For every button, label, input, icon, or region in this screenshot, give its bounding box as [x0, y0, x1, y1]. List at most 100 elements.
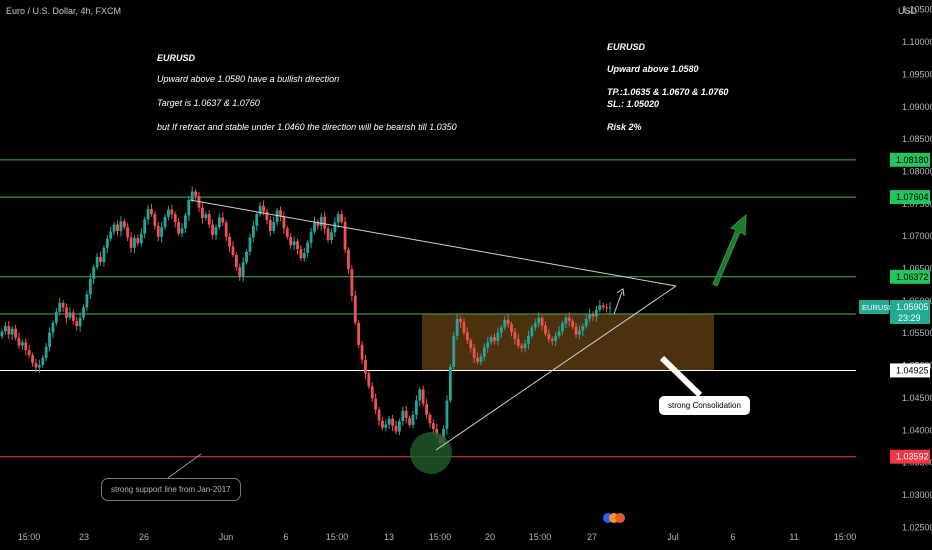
candle-body: [170, 209, 174, 215]
candle-body: [0, 331, 4, 337]
candle-body: [601, 305, 605, 308]
consolidation-callout[interactable]: strong Consolidation: [659, 396, 750, 415]
candle: [146, 205, 150, 225]
candle: [401, 407, 405, 426]
candle: [180, 223, 184, 238]
candle-body: [544, 325, 547, 334]
drawings-layer: [167, 199, 747, 523]
candle: [71, 309, 75, 325]
candle-body: [129, 237, 133, 248]
candle: [105, 234, 109, 254]
candle: [99, 251, 102, 266]
candle: [465, 327, 469, 344]
candle-body: [143, 219, 147, 234]
price-tick-1: 1.10000: [902, 37, 932, 47]
currency-label: USD: [898, 6, 918, 16]
candle: [282, 211, 286, 234]
candle: [489, 334, 493, 345]
price-tick-15: 1.03000: [902, 490, 932, 500]
support-callout[interactable]: strong support line from Jan-2017: [101, 478, 241, 501]
candle-body: [78, 317, 82, 327]
support-circle: [410, 432, 452, 474]
candle-body: [71, 312, 75, 321]
candle-body: [34, 363, 38, 368]
candle: [333, 217, 337, 237]
candle-body: [394, 425, 398, 432]
candle-body: [92, 267, 96, 279]
candle-body: [75, 320, 79, 327]
candle: [574, 322, 578, 339]
candle-body: [435, 429, 439, 437]
candle: [411, 410, 415, 429]
event-marker[interactable]: [603, 513, 625, 523]
price-tick-4: 1.08500: [902, 134, 932, 144]
candle: [591, 311, 595, 321]
candle-body: [7, 326, 11, 335]
candle: [374, 393, 378, 415]
candle-body: [10, 328, 14, 335]
candle-body: [234, 254, 238, 268]
candle: [265, 209, 269, 225]
current-price-countdown: 23:29: [898, 313, 921, 323]
candle: [221, 212, 225, 227]
symbol-title: Euro / U.S. Dollar, 4h, FXCM: [6, 6, 122, 16]
candle-body: [126, 227, 130, 238]
level-label-text: 1.04925: [896, 365, 929, 375]
candle-body: [163, 216, 167, 228]
candle: [540, 315, 544, 331]
candle-body: [207, 214, 211, 225]
candle: [476, 352, 479, 365]
candle-body: [476, 357, 479, 362]
candle: [309, 227, 313, 249]
level-label-4: 1.04925: [890, 363, 930, 378]
price-tick-2: 1.09500: [902, 69, 932, 79]
candle-body: [180, 228, 184, 234]
candle-body: [61, 302, 65, 308]
candle-body: [377, 409, 381, 421]
candle-body: [595, 309, 598, 317]
candle-body: [421, 389, 425, 404]
candle: [431, 419, 435, 435]
candle-body: [343, 221, 347, 250]
candle-body: [112, 224, 116, 232]
candle: [136, 234, 140, 246]
candle-body: [309, 231, 313, 243]
candle: [24, 338, 28, 356]
candle: [367, 370, 371, 389]
candle-body: [530, 327, 534, 336]
level-label-text: 1.03592: [896, 452, 929, 462]
time-tick-11: Jul: [667, 532, 679, 542]
time-axis[interactable]: 15:00 23 26 Jun 6 15:00 13 15:00 20 15:00 27 Jul 6 11…: [18, 532, 857, 542]
horizontal-levels-layer: [0, 159, 856, 458]
candle: [527, 330, 530, 350]
candle-body: [105, 238, 109, 248]
descending-trendline[interactable]: [189, 199, 677, 287]
candle-body: [116, 224, 119, 231]
candle-body: [282, 216, 286, 229]
candle-body: [455, 319, 459, 336]
candle: [3, 322, 7, 335]
candle-body: [146, 209, 150, 220]
candle: [228, 232, 231, 253]
candle: [408, 415, 411, 428]
candle: [20, 339, 24, 351]
small-arrow-head: [616, 288, 625, 297]
candle: [479, 353, 483, 366]
level-label-box: [890, 269, 930, 284]
candle: [306, 240, 310, 258]
candle-body: [221, 217, 225, 223]
candle: [564, 313, 568, 329]
candle: [313, 216, 316, 235]
candle: [343, 216, 347, 254]
ascending-trendline[interactable]: [435, 285, 677, 451]
candle-body: [581, 326, 585, 331]
candle: [496, 327, 500, 346]
candle: [296, 238, 299, 255]
candle-body: [255, 214, 259, 226]
candle: [414, 395, 418, 420]
candle-body: [88, 278, 92, 295]
bullish-arrow[interactable]: [712, 213, 747, 287]
candle-body: [486, 342, 490, 348]
